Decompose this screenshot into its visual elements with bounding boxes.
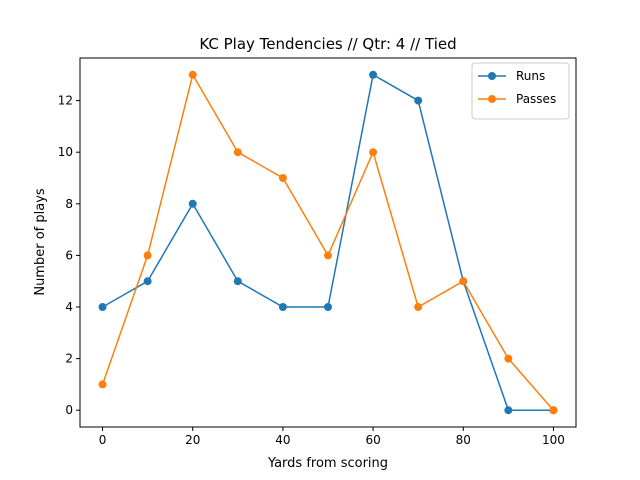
data-point-passes bbox=[369, 148, 378, 157]
legend-marker-passes bbox=[488, 95, 496, 103]
data-point-passes bbox=[188, 70, 197, 79]
data-point-passes bbox=[233, 148, 242, 157]
data-point-passes bbox=[414, 303, 423, 312]
y-tick-label: 8 bbox=[65, 197, 73, 211]
data-point-passes bbox=[459, 277, 468, 286]
plot-frame bbox=[79, 57, 577, 428]
chart-title: KC Play Tendencies // Qtr: 4 // Tied bbox=[199, 35, 456, 53]
data-point-runs bbox=[369, 70, 378, 79]
x-tick-label: 80 bbox=[456, 433, 471, 447]
x-axis-label: Yards from scoring bbox=[267, 456, 388, 471]
y-tick-label: 12 bbox=[58, 94, 73, 108]
data-point-passes bbox=[504, 354, 513, 363]
x-tick-label: 40 bbox=[275, 433, 290, 447]
data-point-passes bbox=[143, 251, 152, 260]
data-point-passes bbox=[278, 173, 287, 182]
data-point-runs bbox=[188, 199, 197, 208]
legend-marker-runs bbox=[488, 72, 496, 80]
data-point-passes bbox=[324, 251, 332, 260]
data-point-runs bbox=[324, 303, 332, 312]
data-point-passes bbox=[549, 406, 558, 415]
x-tick-label: 20 bbox=[185, 433, 200, 447]
x-tick-label: 60 bbox=[365, 433, 380, 447]
legend-label-passes: Passes bbox=[516, 92, 556, 106]
data-point-runs bbox=[98, 303, 107, 312]
y-tick-label: 2 bbox=[65, 352, 73, 366]
data-point-runs bbox=[278, 303, 287, 312]
y-tick-label: 10 bbox=[58, 145, 73, 159]
y-axis-label: Number of plays bbox=[33, 188, 48, 296]
data-point-runs bbox=[504, 406, 513, 415]
x-tick-label: 0 bbox=[99, 433, 107, 447]
legend: Runs Passes bbox=[471, 62, 570, 120]
y-tick-label: 6 bbox=[65, 248, 73, 262]
data-point-runs bbox=[143, 277, 152, 286]
data-point-runs bbox=[414, 96, 423, 105]
data-point-runs bbox=[233, 277, 242, 286]
data-point-passes bbox=[98, 380, 107, 389]
x-tick-label: 100 bbox=[542, 433, 565, 447]
legend-box bbox=[471, 62, 570, 120]
y-tick-label: 4 bbox=[65, 300, 73, 314]
plot-area: 0 20 40 60 80 100 0 2 4 6 8 10 12 bbox=[58, 57, 577, 447]
legend-label-runs: Runs bbox=[516, 69, 545, 83]
y-tick-label: 0 bbox=[65, 403, 73, 417]
